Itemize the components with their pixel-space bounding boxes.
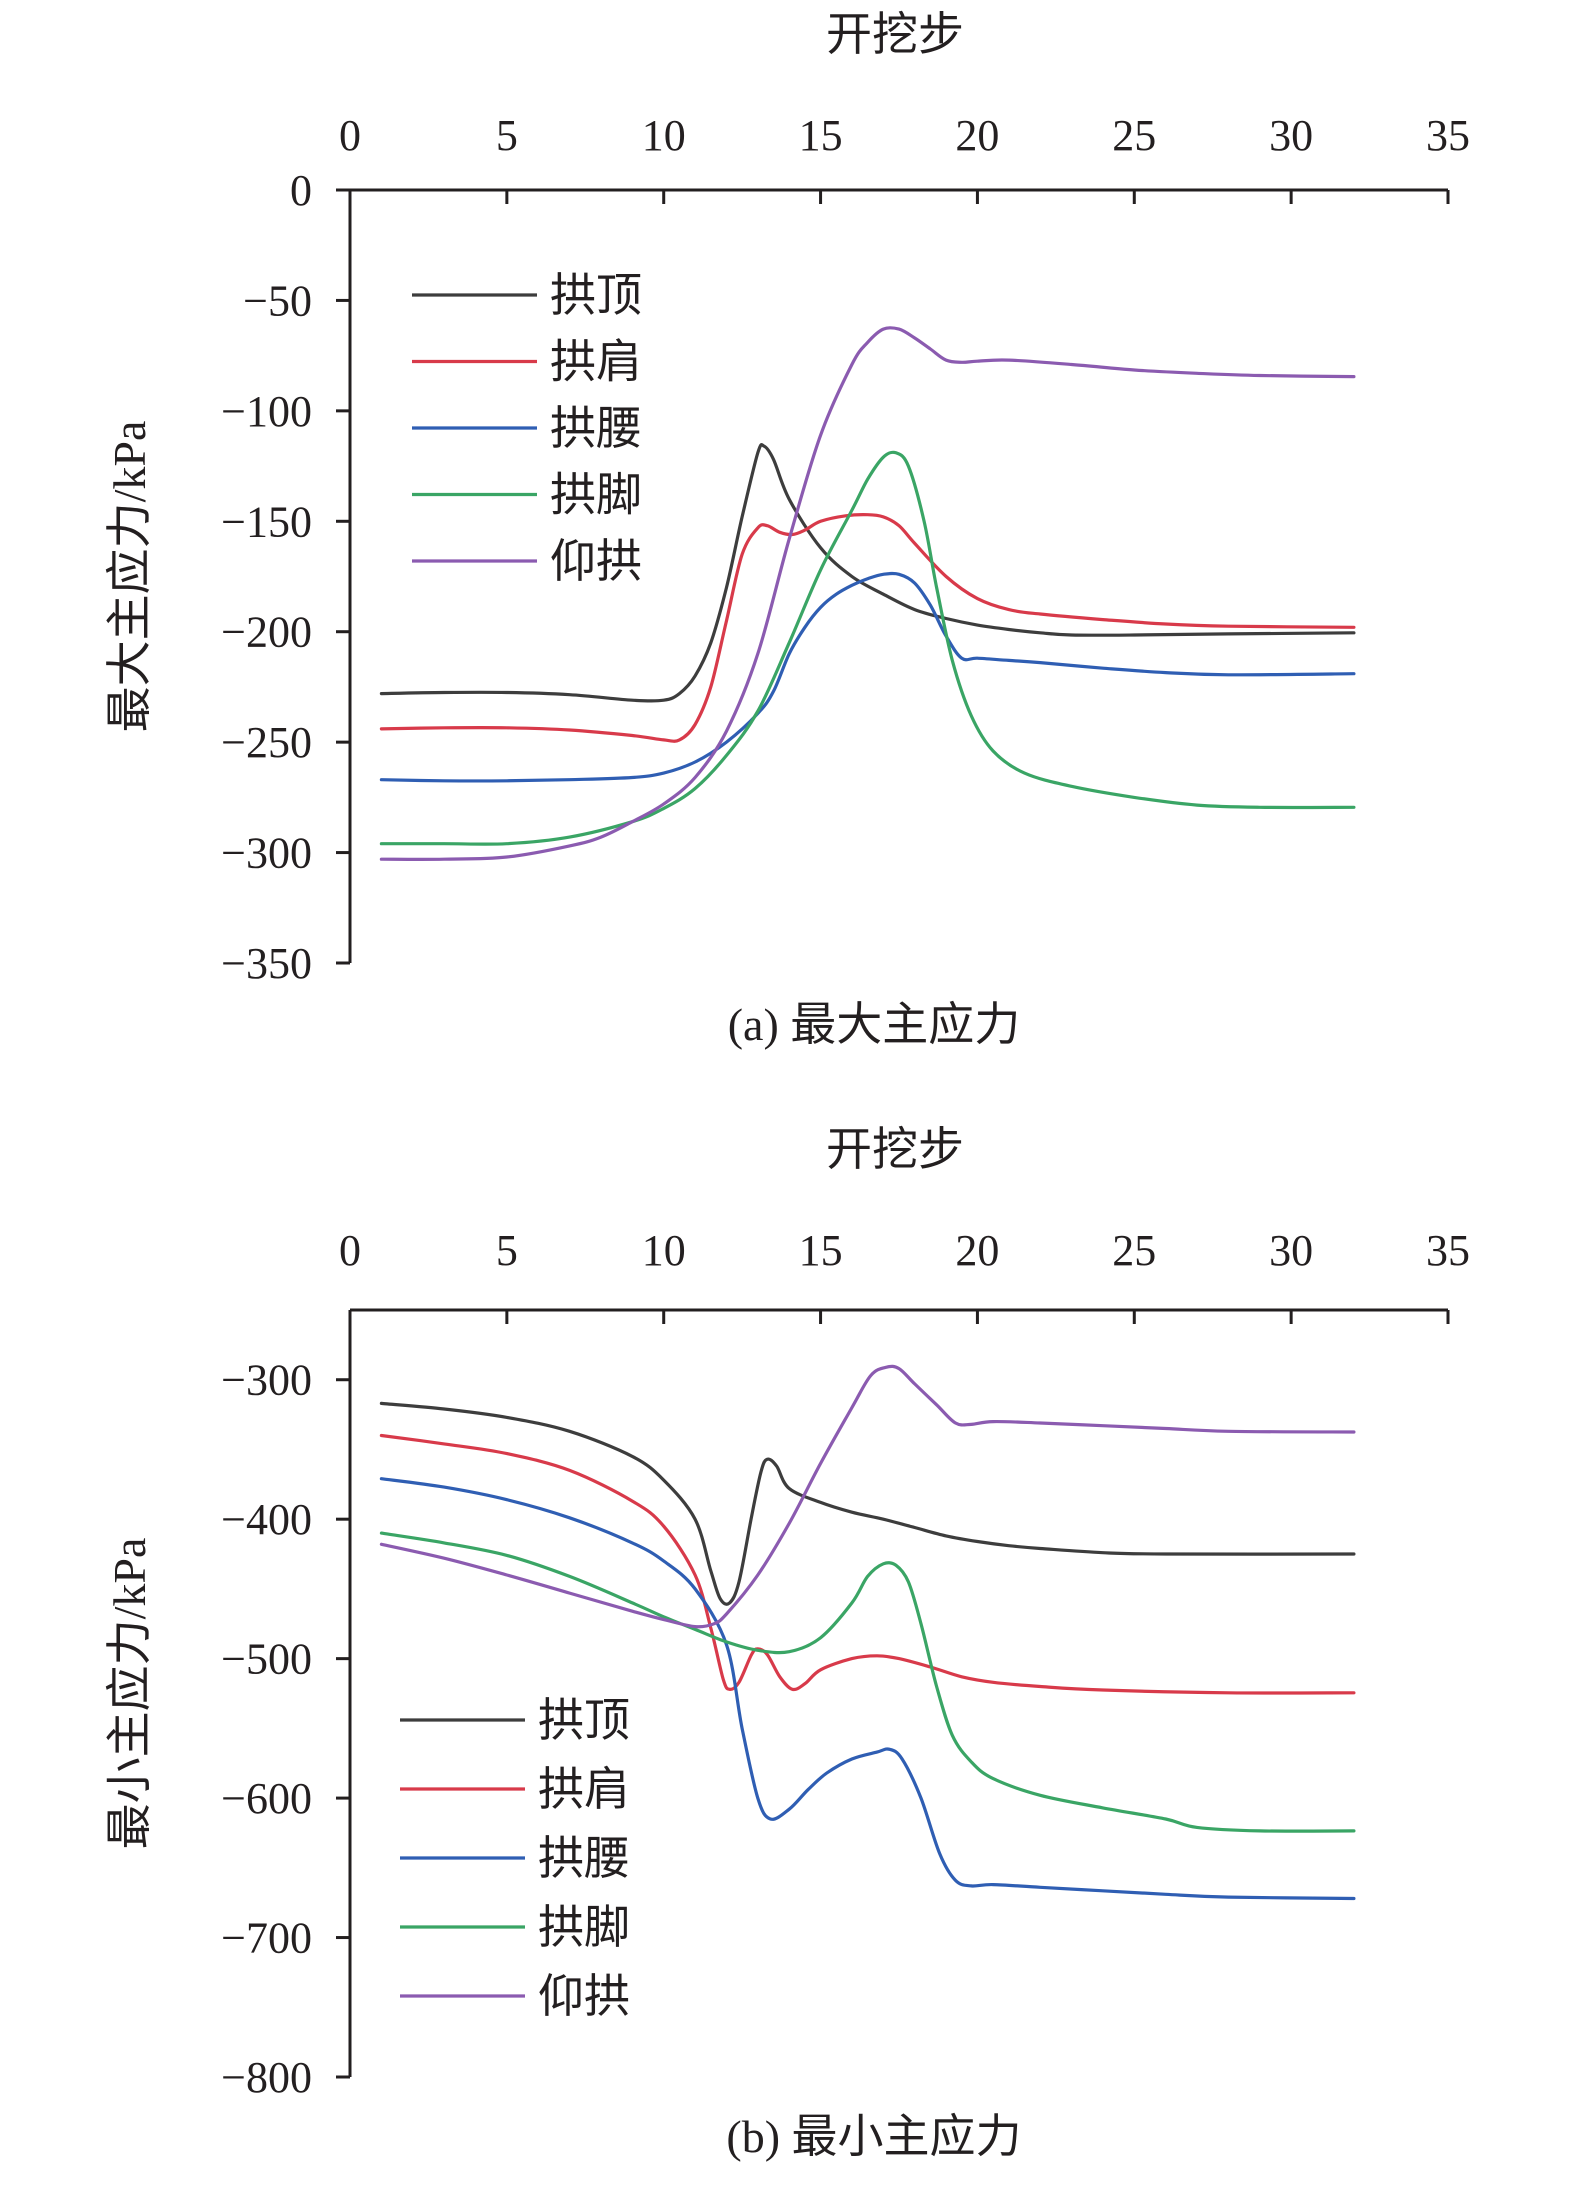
x-tick-label: 30	[1269, 1226, 1313, 1275]
y-axis-title: 最大主应力/kPa	[104, 421, 155, 733]
y-axis-title: 最小主应力/kPa	[104, 1538, 155, 1850]
y-tick-label: −300	[221, 829, 312, 878]
x-tick-label: 20	[955, 1226, 999, 1275]
chart-min-principal-stress: 0 5 10 15 20 25 30 35 −300 −400 −500 −600 −700 −800 开挖…	[104, 1124, 1470, 2162]
x-tick-label: 10	[642, 111, 686, 160]
chart-max-principal-stress: 0 5 10 15 20 25 30 35 0 −50 −100 −150 −200 −250 −300 −3…	[104, 9, 1470, 1050]
series-line-4	[379, 450, 1356, 846]
x-tick-label: 15	[799, 111, 843, 160]
y-tick-label: −600	[221, 1774, 312, 1823]
x-tick-label: 30	[1269, 111, 1313, 160]
x-tick-label: 20	[955, 111, 999, 160]
y-tick-label: −350	[221, 939, 312, 988]
legend-label: 拱顶	[538, 1695, 630, 1746]
y-tick-label: −150	[221, 497, 312, 546]
series-line-2	[379, 1433, 1356, 1695]
y-tick-label: −400	[221, 1495, 312, 1544]
series-line-1	[379, 1401, 1356, 1606]
x-tick-label: 5	[496, 1226, 518, 1275]
y-tick-label: −800	[221, 2053, 312, 2102]
y-tick-label: −300	[221, 1356, 312, 1405]
legend-label: 仰拱	[550, 536, 642, 587]
legend-label: 仰拱	[538, 1971, 630, 2022]
x-tick-label: 35	[1426, 1226, 1470, 1275]
y-tick-label: 0	[290, 166, 312, 215]
x-tick-label: 25	[1112, 111, 1156, 160]
x-tick-label: 25	[1112, 1226, 1156, 1275]
figure-caption: (b) 最小主应力	[726, 2111, 1021, 2162]
legend-label: 拱脚	[538, 1902, 630, 1953]
y-tick-label: −50	[243, 276, 312, 325]
series-line-1	[379, 443, 1356, 703]
series-line-5	[379, 326, 1356, 861]
x-tick-label: 15	[799, 1226, 843, 1275]
x-tick-label: 10	[642, 1226, 686, 1275]
legend-label: 拱顶	[550, 270, 642, 321]
x-tick-label: 5	[496, 111, 518, 160]
figure-caption: (a) 最大主应力	[728, 999, 1021, 1050]
legend-label: 拱肩	[550, 337, 642, 388]
x-tick-label: 0	[339, 111, 361, 160]
legend-label: 拱脚	[550, 470, 642, 521]
series-line-3	[379, 1477, 1356, 1901]
y-tick-label: −200	[221, 608, 312, 657]
legend-label: 拱腰	[538, 1833, 630, 1884]
y-tick-label: −700	[221, 1914, 312, 1963]
legend-label: 拱腰	[550, 403, 642, 454]
x-axis-title: 开挖步	[826, 9, 964, 60]
y-tick-label: −250	[221, 718, 312, 767]
y-tick-label: −500	[221, 1635, 312, 1684]
series-line-2	[379, 513, 1356, 743]
y-tick-label: −100	[221, 387, 312, 436]
x-tick-label: 35	[1426, 111, 1470, 160]
series-line-3	[379, 571, 1356, 783]
x-axis-title: 开挖步	[826, 1124, 964, 1175]
legend-label: 拱肩	[538, 1764, 630, 1815]
x-tick-label: 0	[339, 1226, 361, 1275]
series-line-4	[379, 1531, 1356, 1833]
series-line-5	[379, 1364, 1356, 1629]
